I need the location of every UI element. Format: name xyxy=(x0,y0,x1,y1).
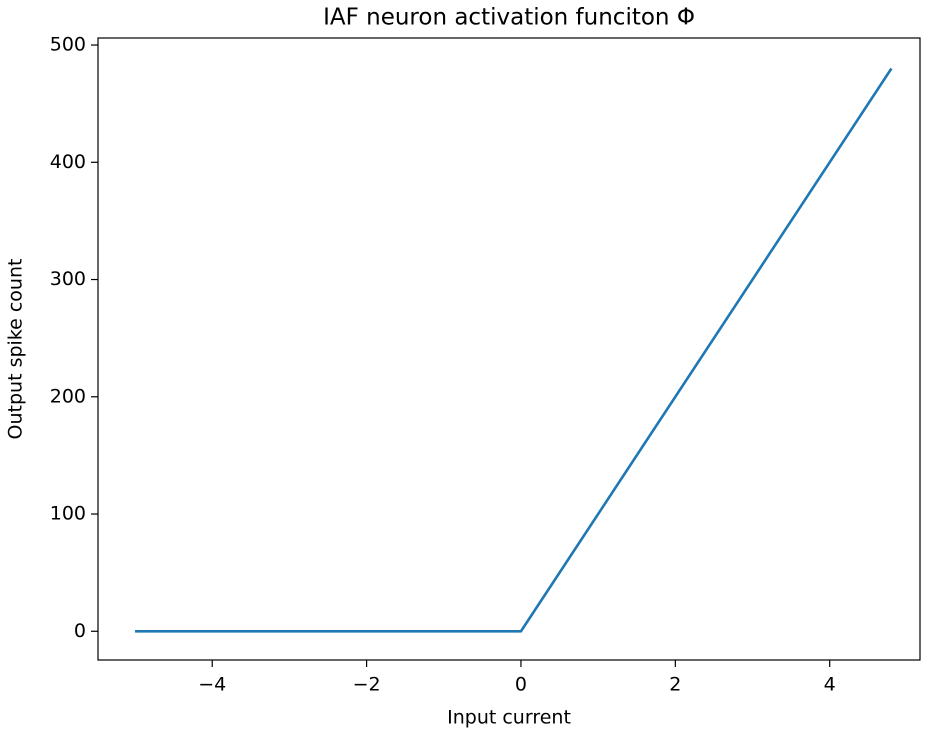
chart-title: IAF neuron activation funciton Φ xyxy=(323,5,695,31)
line xyxy=(135,67,893,633)
x-tick-label: −2 xyxy=(353,674,381,696)
y-axis-label: Output spike count xyxy=(5,259,27,440)
x-tick-label: 2 xyxy=(669,674,681,696)
y-tick-label: 400 xyxy=(50,151,86,173)
plot-frame xyxy=(97,37,921,661)
x-axis-label: Input current xyxy=(447,707,571,729)
x-tick-label: 4 xyxy=(824,674,836,696)
y-tick-label: 300 xyxy=(50,268,86,290)
y-tick-label: 0 xyxy=(74,620,86,642)
x-tick-label: 0 xyxy=(515,674,527,696)
y-tick-label: 500 xyxy=(50,34,86,56)
y-tick-label: 200 xyxy=(50,385,86,407)
y-tick-label: 100 xyxy=(50,503,86,525)
x-tick-label: −4 xyxy=(198,674,226,696)
